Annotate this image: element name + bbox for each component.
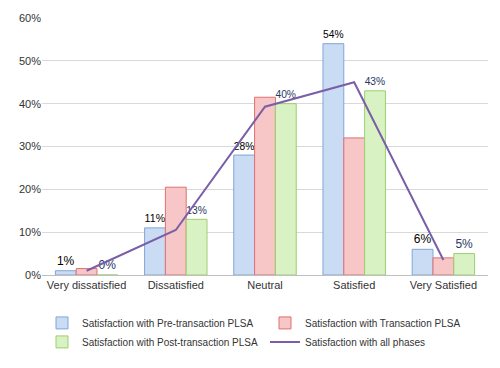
svg-text:30%: 30% — [19, 140, 41, 152]
svg-text:Neutral: Neutral — [247, 279, 282, 291]
svg-text:Satisfaction with Transaction: Satisfaction with Transaction PLSA — [305, 318, 460, 329]
svg-text:Very Satisfied: Very Satisfied — [410, 279, 477, 291]
svg-text:Satisfaction with Post-transac: Satisfaction with Post-transaction PLSA — [82, 337, 258, 348]
svg-text:11%: 11% — [145, 212, 166, 224]
svg-text:40%: 40% — [275, 89, 296, 100]
svg-text:40%: 40% — [19, 98, 41, 110]
svg-text:5%: 5% — [455, 237, 473, 251]
svg-text:0%: 0% — [99, 258, 117, 272]
svg-text:Dissatisfied: Dissatisfied — [148, 279, 204, 291]
svg-text:0%: 0% — [25, 269, 41, 281]
svg-text:28%: 28% — [234, 141, 255, 152]
svg-text:6%: 6% — [414, 232, 432, 246]
svg-text:20%: 20% — [19, 183, 41, 195]
svg-text:43%: 43% — [365, 76, 386, 87]
svg-text:1%: 1% — [57, 254, 75, 268]
svg-text:Satisfaction with all phases: Satisfaction with all phases — [305, 337, 425, 348]
svg-text:10%: 10% — [19, 226, 41, 238]
svg-text:Satisfied: Satisfied — [333, 279, 375, 291]
svg-text:Satisfaction with Pre-transact: Satisfaction with Pre-transaction PLSA — [82, 318, 254, 329]
svg-text:50%: 50% — [19, 55, 41, 67]
svg-text:Very dissatisfied: Very dissatisfied — [47, 279, 126, 291]
svg-text:13%: 13% — [186, 205, 207, 216]
svg-text:54%: 54% — [323, 29, 344, 40]
svg-text:60%: 60% — [19, 12, 41, 24]
